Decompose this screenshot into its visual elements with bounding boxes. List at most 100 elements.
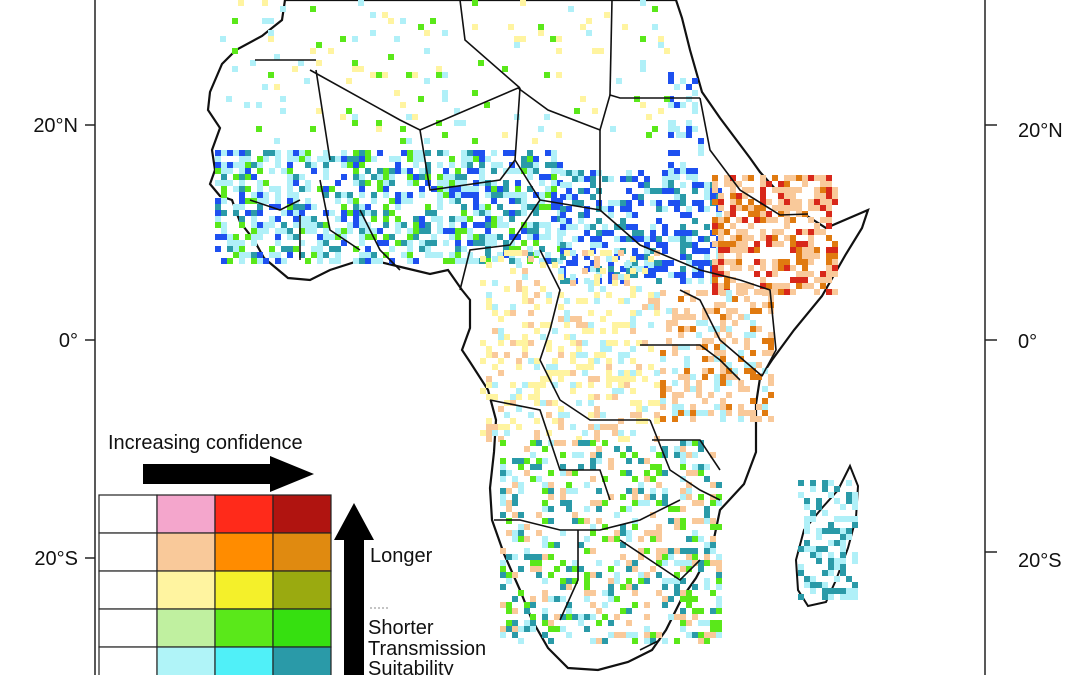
map-cell (578, 218, 584, 224)
map-cell (638, 458, 644, 464)
map-cell (545, 258, 551, 264)
map-cell (347, 156, 353, 162)
map-cell (686, 242, 692, 248)
map-cell (698, 206, 704, 212)
map-cell (686, 230, 692, 236)
map-cell (668, 126, 674, 132)
map-cell (305, 186, 311, 192)
map-cell (431, 234, 437, 240)
map-cell (712, 199, 718, 205)
map-cell (518, 638, 524, 644)
map-cell (512, 536, 518, 542)
map-cell (594, 358, 600, 364)
map-cell (772, 187, 778, 193)
map-cell (656, 524, 662, 530)
map-cell (594, 406, 600, 412)
map-cell (275, 228, 281, 234)
map-cell (790, 217, 796, 223)
map-cell (742, 235, 748, 241)
map-cell (588, 286, 594, 292)
map-cell (756, 404, 762, 410)
map-cell (480, 256, 486, 262)
map-cell (572, 488, 578, 494)
map-cell (506, 470, 512, 476)
map-cell (620, 224, 626, 230)
map-cell (656, 500, 662, 506)
map-cell (710, 590, 716, 596)
map-cell (560, 248, 566, 254)
map-cell (359, 258, 365, 264)
map-cell (680, 506, 686, 512)
map-cell (425, 162, 431, 168)
map-cell (554, 566, 560, 572)
map-cell (712, 217, 718, 223)
map-cell (638, 194, 644, 200)
map-cell (716, 608, 722, 614)
map-cell (578, 452, 584, 458)
map-cell (720, 344, 726, 350)
map-cell (724, 283, 730, 289)
map-cell (640, 102, 646, 108)
map-cell (359, 240, 365, 246)
map-cell (371, 228, 377, 234)
map-cell (455, 228, 461, 234)
map-cell (584, 212, 590, 218)
map-cell (828, 558, 834, 564)
map-cell (509, 234, 515, 240)
map-cell (618, 358, 624, 364)
map-cell (509, 198, 515, 204)
map-cell (572, 236, 578, 242)
map-cell (323, 234, 329, 240)
map-cell (503, 246, 509, 252)
map-cell (503, 240, 509, 246)
map-cell (718, 199, 724, 205)
map-cell (840, 528, 846, 534)
map-cell (698, 150, 704, 156)
map-cell (720, 338, 726, 344)
map-cell (572, 578, 578, 584)
map-cell (796, 241, 802, 247)
map-cell (239, 174, 245, 180)
map-cell (506, 602, 512, 608)
map-cell (584, 230, 590, 236)
map-cell (600, 352, 606, 358)
map-cell (498, 424, 504, 430)
map-cell (572, 254, 578, 260)
map-cell (221, 258, 227, 264)
map-cell (632, 452, 638, 458)
map-cell (820, 217, 826, 223)
legend-swatch-r2-c3 (272, 570, 332, 610)
map-cell (660, 404, 666, 410)
map-cell (726, 404, 732, 410)
map-cell (612, 376, 618, 382)
map-cell (762, 398, 768, 404)
map-cell (828, 480, 834, 486)
map-cell (353, 150, 359, 156)
map-cell (716, 566, 722, 572)
map-cell (650, 494, 656, 500)
map-cell (560, 596, 566, 602)
map-cell (388, 18, 394, 24)
map-cell (506, 488, 512, 494)
map-cell (524, 554, 530, 560)
map-cell (528, 358, 534, 364)
map-cell (257, 222, 263, 228)
map-cell (686, 440, 692, 446)
map-cell (545, 204, 551, 210)
map-cell (760, 211, 766, 217)
map-cell (716, 188, 722, 194)
map-cell (826, 223, 832, 229)
map-cell (239, 168, 245, 174)
map-cell (353, 210, 359, 216)
map-cell (542, 500, 548, 506)
map-cell (638, 182, 644, 188)
map-cell (461, 180, 467, 186)
map-cell (724, 241, 730, 247)
legend-swatch-r0-c0 (98, 494, 158, 534)
map-cell (632, 560, 638, 566)
map-cell (614, 560, 620, 566)
map-cell (305, 216, 311, 222)
map-cell (826, 205, 832, 211)
map-cell (618, 418, 624, 424)
map-cell (834, 588, 840, 594)
